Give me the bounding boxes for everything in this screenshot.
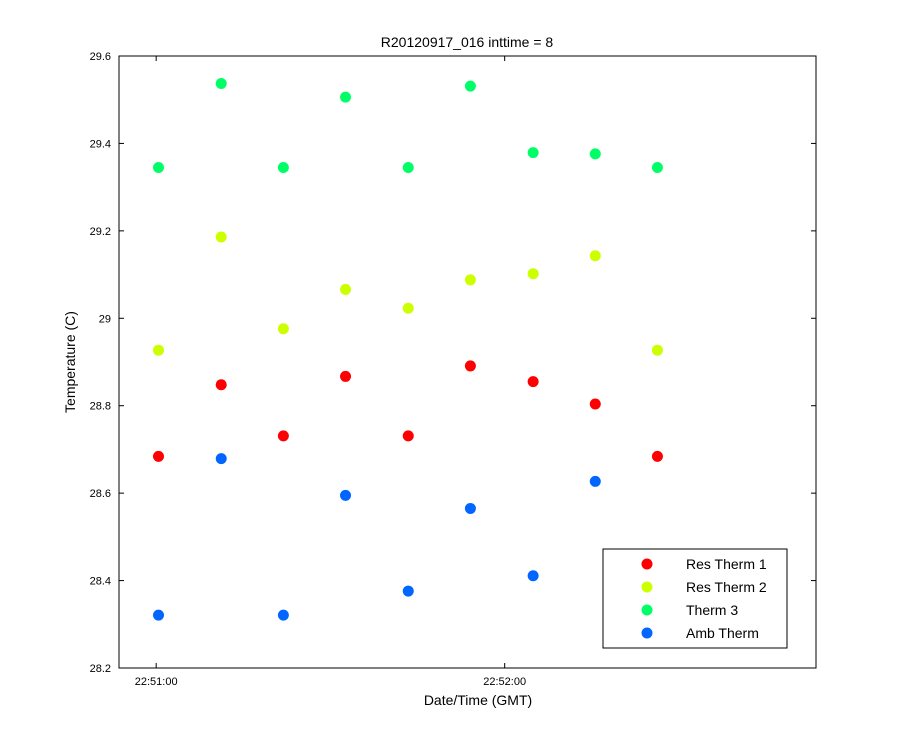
point-res-therm-2	[651, 344, 663, 356]
y-tick-label: 29.4	[90, 138, 111, 150]
legend: Res Therm 1 Res Therm 2 Therm 3 Amb Therm	[602, 548, 788, 649]
y-tick-label: 29	[99, 313, 111, 325]
y-axis-label: Temperature (C)	[62, 311, 78, 413]
point-amb-therm	[402, 585, 414, 597]
point-therm-3	[277, 161, 289, 173]
point-res-therm-1	[589, 398, 601, 410]
point-res-therm-1	[402, 430, 414, 442]
point-amb-therm	[464, 502, 476, 514]
tick-labels: 28.2 28.4 28.6 28.8 29 29.2 29.4 29.6 22:51:00 22…	[90, 51, 527, 688]
legend-box	[602, 548, 788, 649]
point-res-therm-1	[651, 450, 663, 462]
point-res-therm-2	[340, 283, 352, 295]
point-amb-therm	[340, 489, 352, 501]
legend-label-res-therm-1: Res Therm 1	[686, 556, 767, 572]
point-therm-3	[152, 161, 164, 173]
point-res-therm-1	[152, 450, 164, 462]
point-res-therm-1	[464, 360, 476, 372]
point-therm-3	[527, 147, 539, 159]
point-therm-3	[215, 78, 227, 90]
y-tick-label: 29.2	[90, 226, 111, 238]
point-amb-therm	[277, 609, 289, 621]
point-res-therm-1	[527, 376, 539, 388]
point-amb-therm	[589, 475, 601, 487]
y-tick-label: 28.2	[90, 663, 111, 675]
point-amb-therm	[215, 453, 227, 465]
x-tick-label: 22:51:00	[135, 676, 178, 688]
point-res-therm-2	[277, 323, 289, 335]
data-points	[152, 78, 663, 621]
point-amb-therm	[527, 570, 539, 582]
legend-marker-res-therm-2	[641, 581, 653, 593]
point-res-therm-2	[152, 344, 164, 356]
point-res-therm-1	[277, 430, 289, 442]
y-tick-label: 28.6	[90, 488, 111, 500]
x-tick-label: 22:52:00	[483, 676, 526, 688]
chart-title: R20120917_016 inttime = 8	[381, 34, 554, 50]
point-therm-3	[651, 161, 663, 173]
point-res-therm-2	[589, 250, 601, 262]
point-res-therm-1	[340, 370, 352, 382]
legend-marker-amb-therm	[641, 627, 653, 639]
x-axis-label: Date/Time (GMT)	[424, 692, 532, 708]
point-therm-3	[464, 80, 476, 92]
legend-label-therm-3: Therm 3	[686, 602, 738, 618]
point-therm-3	[340, 91, 352, 103]
y-tick-label: 28.8	[90, 401, 111, 413]
y-tick-label: 28.4	[90, 576, 111, 588]
point-therm-3	[402, 161, 414, 173]
point-res-therm-2	[464, 274, 476, 286]
point-amb-therm	[152, 609, 164, 621]
y-tick-label: 29.6	[90, 51, 111, 63]
axis-ticks	[119, 55, 816, 669]
legend-marker-therm-3	[641, 604, 653, 616]
point-res-therm-2	[402, 302, 414, 314]
point-res-therm-1	[215, 379, 227, 391]
point-therm-3	[589, 148, 601, 160]
point-res-therm-2	[215, 231, 227, 243]
legend-label-res-therm-2: Res Therm 2	[686, 579, 767, 595]
legend-label-amb-therm: Amb Therm	[686, 625, 759, 641]
point-res-therm-2	[527, 268, 539, 280]
legend-marker-res-therm-1	[641, 558, 653, 570]
